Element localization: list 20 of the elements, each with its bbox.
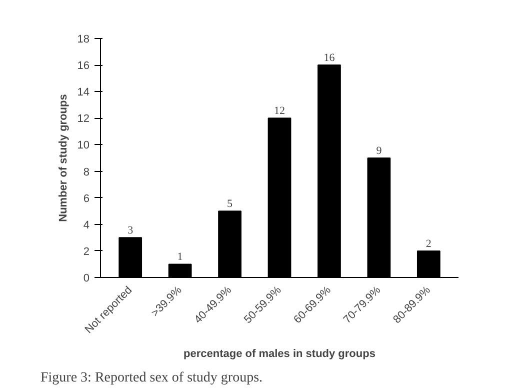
data-label: 9 <box>376 145 382 157</box>
y-tick-label: 0 <box>83 272 90 284</box>
data-label: 5 <box>227 198 234 210</box>
y-tick-label: 10 <box>77 140 90 152</box>
y-tick-label: 4 <box>83 219 90 232</box>
data-label: 2 <box>426 238 432 250</box>
y-tick-label: 2 <box>83 246 90 258</box>
y-tick-label: 18 <box>77 34 90 46</box>
y-tick-label: 6 <box>83 192 90 205</box>
data-label: 3 <box>128 224 134 237</box>
y-axis-title: Number of study groups <box>57 94 70 222</box>
y-tick-label: 12 <box>77 113 90 126</box>
data-label: 1 <box>177 251 183 264</box>
data-label: 12 <box>274 105 285 118</box>
y-tick-label: 8 <box>83 166 90 178</box>
y-tick-label: 14 <box>77 86 90 99</box>
x-axis-title: percentage of males in study groups <box>184 348 376 360</box>
data-label: 16 <box>324 52 336 64</box>
y-tick-label: 16 <box>77 60 90 72</box>
caption: Figure 3: Reported sex of study groups. <box>40 370 263 386</box>
